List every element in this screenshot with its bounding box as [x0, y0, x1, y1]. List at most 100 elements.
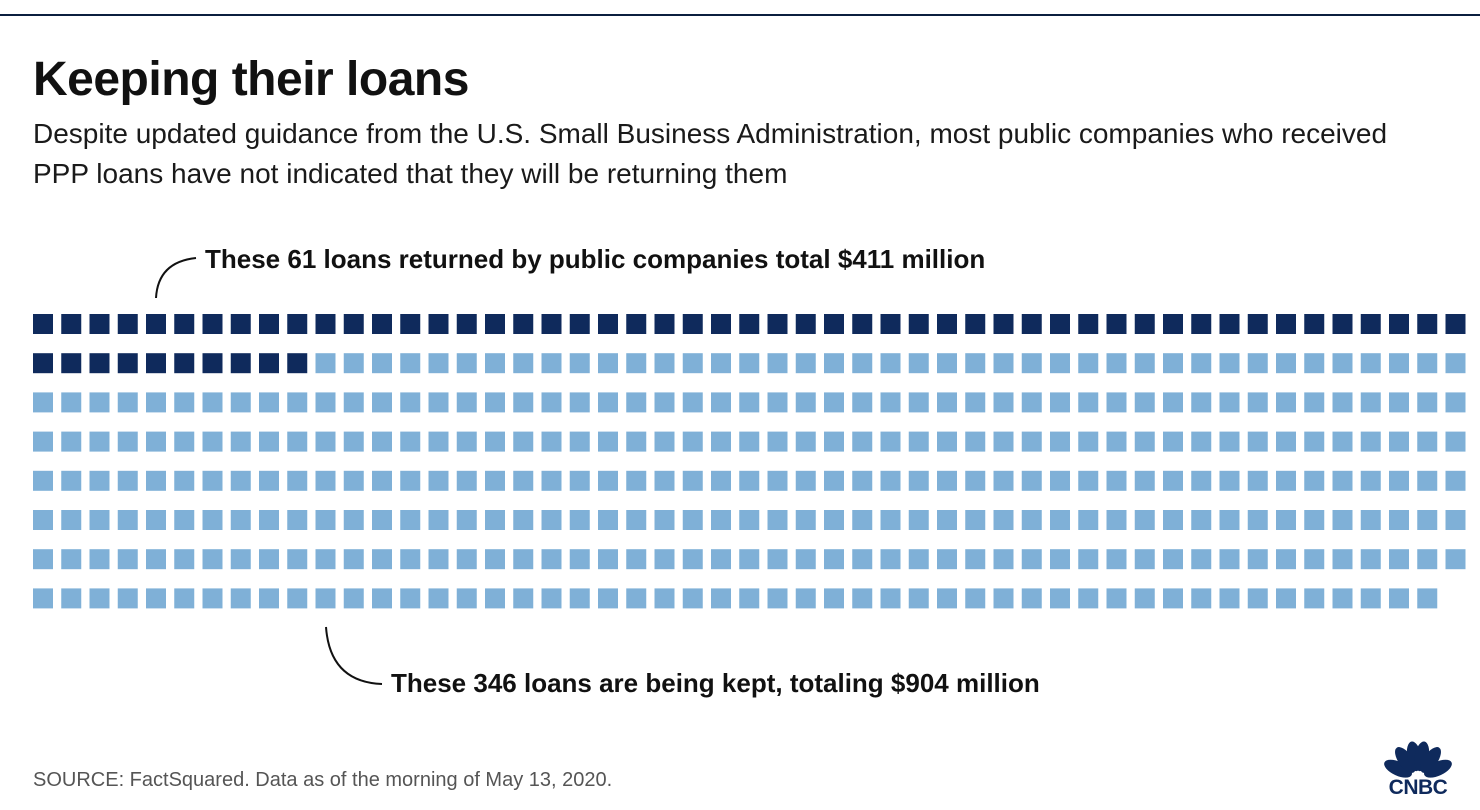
waffle-cell-kept [654, 549, 675, 570]
waffle-cell-kept [1050, 470, 1070, 491]
waffle-cell-kept [654, 588, 675, 609]
waffle-cell-kept [937, 588, 957, 609]
waffle-cell-kept [598, 549, 618, 570]
waffle-cell-kept [1247, 392, 1268, 413]
waffle-cell-kept [1163, 588, 1183, 609]
waffle-cell-kept [682, 549, 703, 570]
waffle-cell-kept [117, 470, 138, 491]
waffle-cell-kept [1134, 470, 1155, 491]
waffle-cell-kept [569, 353, 590, 374]
waffle-cell-kept [1389, 392, 1409, 413]
waffle-cell-returned [230, 353, 251, 374]
waffle-cell-kept [315, 510, 336, 530]
waffle-cell-kept [1360, 588, 1381, 609]
waffle-cell-kept [1191, 353, 1212, 374]
source-note: SOURCE: FactSquared. Data as of the morn… [33, 769, 613, 791]
chart-subtitle: Despite updated guidance from the U.S. S… [33, 118, 1388, 189]
waffle-cell-kept [824, 470, 844, 491]
waffle-cell-kept [1050, 392, 1070, 413]
waffle-cell-kept [117, 588, 138, 609]
waffle-cell-kept [1050, 353, 1070, 374]
waffle-cell-kept [1163, 510, 1183, 530]
waffle-cell-returned [61, 353, 82, 374]
waffle-cell-kept [937, 392, 957, 413]
waffle-cell-kept [513, 588, 534, 609]
waffle-cell-kept [1332, 588, 1353, 609]
waffle-cell-kept [174, 470, 195, 491]
waffle-chart [33, 257, 1466, 685]
waffle-cell-kept [1191, 549, 1212, 570]
waffle-cell-kept [824, 431, 844, 452]
waffle-cell-kept [372, 549, 392, 570]
waffle-cell-kept [343, 588, 364, 609]
waffle-cell-kept [146, 392, 166, 413]
waffle-cell-kept [1163, 549, 1183, 570]
waffle-cell-kept [33, 510, 53, 530]
waffle-cell-kept [1078, 431, 1099, 452]
waffle-cell-kept [541, 392, 562, 413]
waffle-cell-kept [202, 392, 223, 413]
waffle-cell-kept [1106, 549, 1127, 570]
waffle-cell-kept [598, 470, 618, 491]
annotation-leader-returned [155, 257, 197, 299]
waffle-cell-kept [230, 431, 251, 452]
waffle-cell-returned [202, 314, 223, 334]
waffle-cell-kept [1247, 588, 1268, 609]
waffle-cell-kept [372, 353, 392, 374]
cnbc-logo-text: CNBC [1388, 776, 1448, 799]
waffle-cell-kept [880, 510, 901, 530]
waffle-cell-kept [61, 470, 82, 491]
waffle-cell-kept [202, 549, 223, 570]
waffle-cell-returned [372, 314, 392, 334]
waffle-cell-returned [230, 314, 251, 334]
waffle-cell-kept [174, 431, 195, 452]
waffle-cell-kept [485, 431, 505, 452]
waffle-cell-kept [315, 549, 336, 570]
waffle-cell-kept [372, 588, 392, 609]
waffle-cell-kept [33, 392, 53, 413]
waffle-cell-kept [174, 392, 195, 413]
waffle-cell-kept [485, 470, 505, 491]
waffle-cell-kept [230, 588, 251, 609]
waffle-cell-kept [61, 392, 82, 413]
waffle-cell-kept [1332, 392, 1353, 413]
waffle-cell-kept [598, 588, 618, 609]
waffle-cell-kept [259, 470, 279, 491]
waffle-cell-kept [541, 431, 562, 452]
waffle-cell-kept [1276, 353, 1296, 374]
waffle-cell-kept [1417, 353, 1438, 374]
waffle-cell-kept [1247, 510, 1268, 530]
waffle-cell-kept [626, 549, 647, 570]
waffle-cell-kept [259, 549, 279, 570]
waffle-cell-kept [230, 392, 251, 413]
waffle-cell-kept [1332, 470, 1353, 491]
waffle-cell-kept [33, 470, 53, 491]
waffle-cell-kept [428, 549, 449, 570]
waffle-cell-kept [937, 510, 957, 530]
waffle-cell-kept [711, 353, 731, 374]
waffle-cell-kept [1219, 510, 1240, 530]
waffle-cell-kept [1021, 353, 1042, 374]
waffle-cell-kept [372, 431, 392, 452]
waffle-cell-kept [767, 392, 788, 413]
waffle-cell-kept [1219, 392, 1240, 413]
waffle-cell-kept [852, 392, 873, 413]
waffle-cell-kept [428, 588, 449, 609]
waffle-cell-kept [456, 470, 477, 491]
waffle-cell-kept [541, 353, 562, 374]
waffle-cell-kept [1106, 431, 1127, 452]
waffle-cell-kept [259, 392, 279, 413]
waffle-cell-kept [824, 549, 844, 570]
waffle-cell-kept [1134, 510, 1155, 530]
waffle-cell-returned [711, 314, 731, 334]
waffle-cell-kept [117, 510, 138, 530]
waffle-cell-kept [739, 392, 760, 413]
waffle-cell-kept [1078, 549, 1099, 570]
waffle-cell-kept [1389, 510, 1409, 530]
waffle-cell-kept [880, 392, 901, 413]
waffle-cell-kept [456, 392, 477, 413]
waffle-cell-kept [89, 549, 110, 570]
waffle-cell-returned [174, 353, 195, 374]
waffle-cell-kept [456, 549, 477, 570]
waffle-cell-kept [852, 431, 873, 452]
